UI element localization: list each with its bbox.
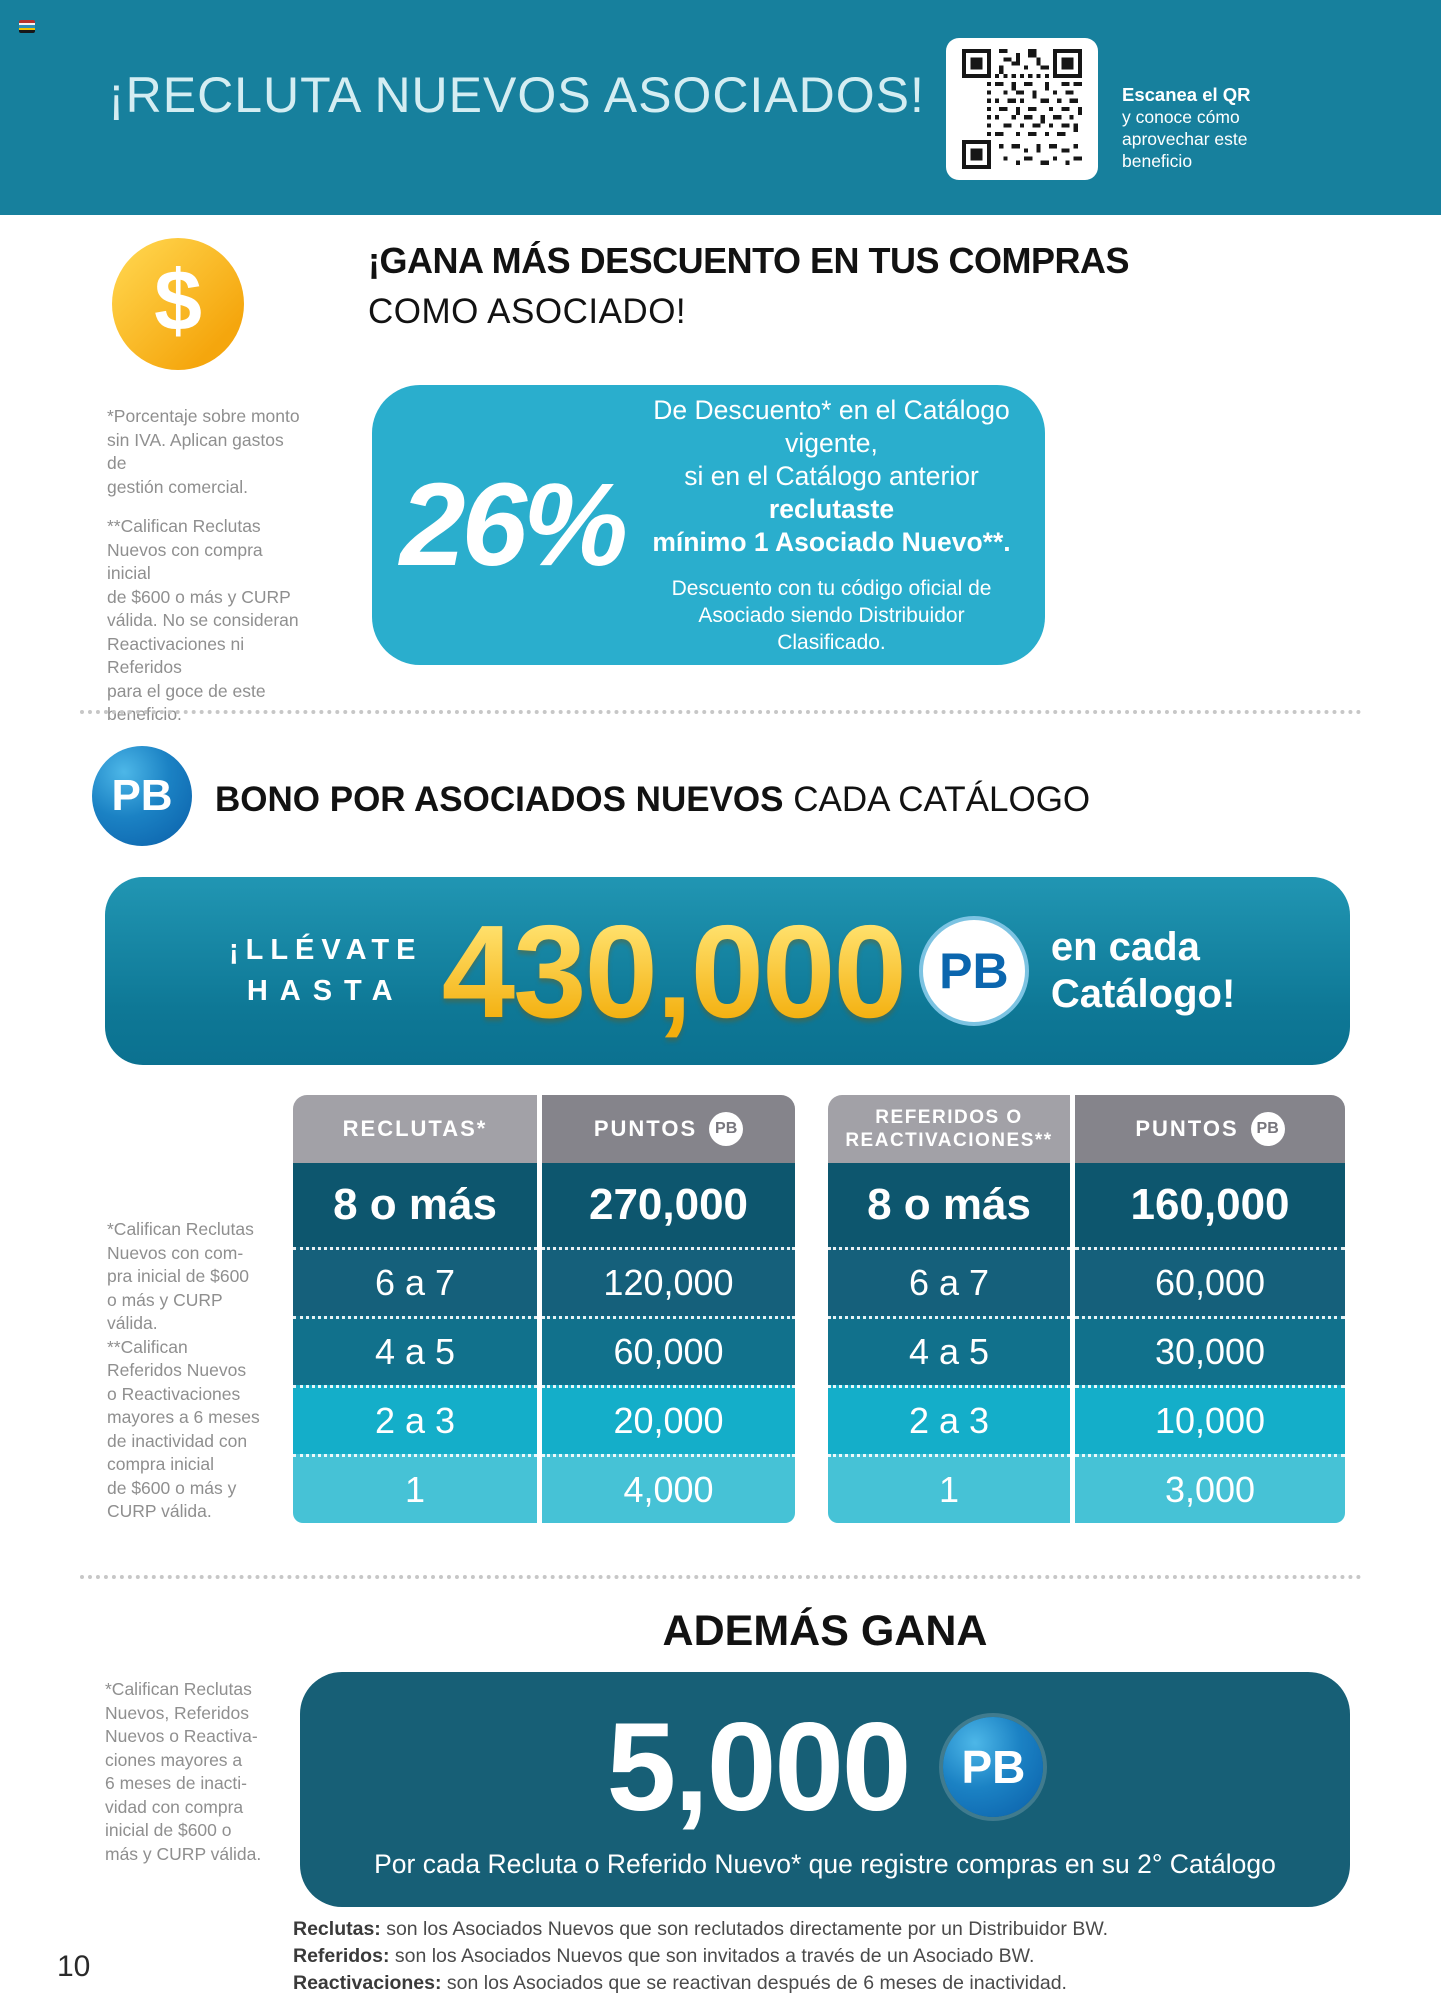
table-row: 160,000	[1075, 1163, 1345, 1247]
definition-text: son los Asociados Nuevos que son invitad…	[389, 1945, 1035, 1967]
table-row: 60,000	[1075, 1247, 1345, 1316]
discount-line2-bold: reclutaste	[768, 494, 895, 524]
table-row: 60,000	[542, 1316, 795, 1385]
definition-text: son los Asociados Nuevos que son recluta…	[380, 1918, 1109, 1940]
table-row: 6 a 7	[293, 1247, 537, 1316]
table-header-puntos: PUNTOS PB	[542, 1095, 795, 1163]
pb-chip-icon: PB	[1250, 1112, 1285, 1146]
banner-tail-line2: Catálogo!	[1050, 972, 1236, 1016]
banner-pb-icon: PB	[918, 916, 1029, 1026]
table-row: 8 o más	[293, 1163, 537, 1247]
page-number: 10	[57, 1950, 91, 1983]
discount-line2: si en el Catálogo anterior	[684, 461, 979, 491]
table-row: 3,000	[1075, 1454, 1345, 1523]
discount-percent: 26%	[399, 459, 628, 591]
pb-letters: PB	[961, 1741, 1026, 1793]
discount-heading-line1: ¡GANA MÁS DESCUENTO EN TUS COMPRAS	[368, 240, 1130, 281]
qr-code-icon	[962, 49, 1082, 169]
pb-chip-icon: PB	[709, 1112, 744, 1146]
pb-letters: PB	[939, 943, 1009, 999]
table-reclutas: RECLUTAS* PUNTOS PB 8 o más 270,000 6 a …	[293, 1095, 795, 1523]
qr-caption-text: y conoce cómo aprovechar este beneficio	[1122, 107, 1248, 171]
tables-side-note: *Califican Reclutas Nuevos con com- pra …	[107, 1219, 260, 1521]
header-banner: ¡RECLUTA NUEVOS ASOCIADOS! Escanea el QR…	[0, 0, 1441, 215]
qr-caption: Escanea el QR y conoce cómo aprovechar e…	[1122, 84, 1302, 172]
dollar-coin-icon: $	[112, 238, 244, 370]
table-row: 1	[828, 1454, 1070, 1523]
discount-small-print: Descuento con tu código oficial de Asoci…	[671, 577, 992, 654]
dollar-sign: $	[154, 253, 202, 349]
discount-heading: ¡GANA MÁS DESCUENTO EN TUS COMPRAS COMO …	[368, 240, 1130, 332]
mini-flag-icon	[19, 20, 35, 33]
section-divider	[80, 1575, 1362, 1579]
discount-description: De Descuento* en el Catálogo vigente, si…	[652, 394, 1045, 656]
discount-heading-line2: COMO ASOCIADO!	[368, 292, 687, 331]
extra-bonus-box: 5,000 PB Por cada Recluta o Referido Nue…	[300, 1672, 1350, 1907]
qr-code-card	[946, 38, 1098, 180]
banner-lead-line1: ¡LLÉVATE	[228, 934, 423, 966]
qr-caption-bold: Escanea el QR	[1122, 84, 1251, 105]
table-row: 6 a 7	[828, 1247, 1070, 1316]
extra-heading: ADEMÁS GANA	[662, 1607, 988, 1655]
definition-term: Reclutas:	[293, 1918, 381, 1940]
definition-reactivaciones: Reactivaciones: son los Asociados que se…	[293, 1970, 1108, 1997]
table-row: 8 o más	[828, 1163, 1070, 1247]
table-header-referidos: REFERIDOS O REACTIVACIONES**	[828, 1095, 1070, 1163]
bonus-heading-rest: CADA CATÁLOGO	[783, 780, 1091, 819]
puntos-label: PUNTOS	[593, 1116, 698, 1141]
table-row: 2 a 3	[828, 1385, 1070, 1454]
table-header-puntos: PUNTOS PB	[1075, 1095, 1345, 1163]
section-divider	[80, 710, 1362, 714]
table-row: 30,000	[1075, 1316, 1345, 1385]
table-header-reclutas: RECLUTAS*	[293, 1095, 537, 1163]
definition-reclutas: Reclutas: son los Asociados Nuevos que s…	[293, 1916, 1108, 1943]
banner-tail: en cada Catálogo!	[1051, 924, 1235, 1018]
extra-side-note: *Califican Reclutas Nuevos, Referidos Nu…	[105, 1679, 262, 1864]
discount-note-2: **Califican Reclutas Nuevos con compra i…	[107, 516, 299, 724]
definition-term: Reactivaciones:	[293, 1972, 442, 1994]
banner-lead: ¡LLÉVATE HASTA	[220, 934, 432, 1008]
table-row: 4 a 5	[293, 1316, 537, 1385]
table-row: 4,000	[542, 1454, 795, 1523]
discount-side-notes: *Porcentaje sobre monto sin IVA. Aplican…	[107, 405, 307, 727]
table-row: 120,000	[542, 1247, 795, 1316]
discount-line3-bold: mínimo 1 Asociado Nuevo**.	[652, 527, 1011, 557]
pb-logo-icon: PB	[92, 746, 192, 846]
discount-line1: De Descuento* en el Catálogo vigente,	[653, 395, 1010, 458]
banner-tail-line1: en cada	[1050, 925, 1200, 969]
table-row: 4 a 5	[828, 1316, 1070, 1385]
pb-letters: PB	[111, 771, 173, 820]
extra-amount: 5,000	[606, 1697, 912, 1837]
points-banner: ¡LLÉVATE HASTA 430,000 PB en cada Catálo…	[105, 877, 1350, 1065]
table-row: 20,000	[542, 1385, 795, 1454]
extra-pb-icon: PB	[943, 1717, 1044, 1817]
table-row: 1	[293, 1454, 537, 1523]
table-row: 270,000	[542, 1163, 795, 1247]
extra-amount-row: 5,000 PB	[607, 1696, 1044, 1839]
bonus-heading-bold: BONO POR ASOCIADOS NUEVOS	[215, 780, 784, 819]
discount-callout-box: 26% De Descuento* en el Catálogo vigente…	[372, 385, 1045, 665]
table-row: 10,000	[1075, 1385, 1345, 1454]
banner-lead-line2: HASTA	[246, 975, 405, 1007]
discount-note-1: *Porcentaje sobre monto sin IVA. Aplican…	[107, 406, 300, 497]
definition-text: son los Asociados que se reactivan despu…	[441, 1972, 1067, 1994]
bonus-heading: BONO POR ASOCIADOS NUEVOS CADA CATÁLOGO	[215, 780, 1090, 820]
footer-definitions: Reclutas: son los Asociados Nuevos que s…	[293, 1916, 1108, 1997]
page-title: ¡RECLUTA NUEVOS ASOCIADOS!	[108, 67, 925, 123]
puntos-label: PUNTOS	[1135, 1116, 1239, 1141]
definition-term: Referidos:	[293, 1945, 390, 1967]
definition-referidos: Referidos: son los Asociados Nuevos que …	[293, 1943, 1108, 1970]
table-referidos: REFERIDOS O REACTIVACIONES** PUNTOS PB 8…	[828, 1095, 1345, 1523]
banner-amount: 430,000	[441, 897, 907, 1045]
extra-caption: Por cada Recluta o Referido Nuevo* que r…	[374, 1848, 1276, 1879]
table-row: 2 a 3	[293, 1385, 537, 1454]
